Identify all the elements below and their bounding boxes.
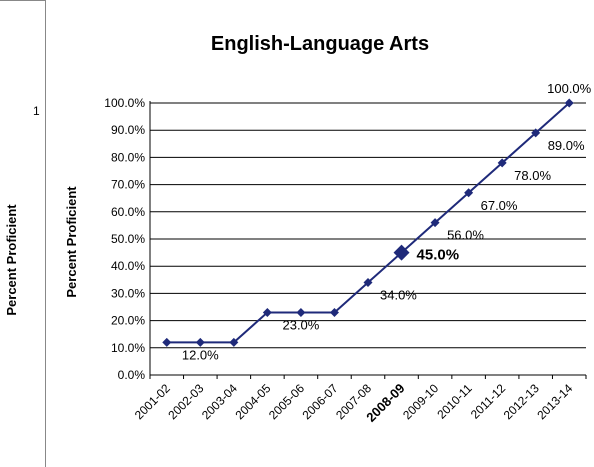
x-tick-label: 2009-10 xyxy=(400,381,441,422)
data-point xyxy=(531,128,541,138)
y-tick-label: 50.0% xyxy=(111,232,145,246)
chart-title: English-Language Arts xyxy=(211,33,429,55)
x-tick-label: 2002-03 xyxy=(165,381,206,422)
gridlines xyxy=(150,102,586,349)
data-point xyxy=(229,337,239,347)
data-label: 12.0% xyxy=(182,347,219,362)
data-point xyxy=(162,337,172,347)
data-point xyxy=(564,98,574,108)
data-label: 45.0% xyxy=(417,247,460,264)
frame-left-border xyxy=(45,0,46,467)
y-tick-label: 100.0% xyxy=(104,96,145,110)
data-labels: 12.0% 23.0% 34.0% 45.0% 56.0% 67.0% 78.0% 89.0%… xyxy=(182,81,592,362)
x-tick-label: 2004-05 xyxy=(232,381,273,422)
outer-tick-label: 1 xyxy=(33,104,40,118)
x-tick-label: 2001-02 xyxy=(132,381,173,422)
y-tick-label: 90.0% xyxy=(111,123,145,137)
x-tick-labels: 2001-022002-032003-042004-052005-062006-… xyxy=(132,381,576,425)
data-label: 23.0% xyxy=(282,317,319,332)
x-tick-label: 2013-14 xyxy=(534,381,575,422)
data-point xyxy=(497,158,507,168)
y-axis-label: Percent Proficient xyxy=(64,186,79,298)
series-ela xyxy=(162,98,574,347)
y-tick-label: 0.0% xyxy=(118,368,146,382)
data-label: 89.0% xyxy=(548,138,585,153)
x-tick-label: 2006-07 xyxy=(300,381,341,422)
data-point xyxy=(329,307,339,317)
data-point xyxy=(296,307,306,317)
y-tick-labels: 0.0% 10.0% 20.0% 30.0% 40.0% 50.0% 60.0% 70.0% 8… xyxy=(104,96,145,382)
data-label: 78.0% xyxy=(514,168,551,183)
x-tick-label: 2012-13 xyxy=(501,381,542,422)
x-tick-label: 2005-06 xyxy=(266,381,307,422)
y-tick-label: 10.0% xyxy=(111,341,145,355)
x-tick-label: 2011-12 xyxy=(468,381,509,422)
y-tick-label: 40.0% xyxy=(111,259,145,273)
series-line xyxy=(166,102,570,344)
data-label: 56.0% xyxy=(447,228,484,243)
y-tick-label: 30.0% xyxy=(111,286,145,300)
axes xyxy=(149,101,587,379)
data-point xyxy=(430,218,440,228)
x-tick-label: 2003-04 xyxy=(199,381,240,422)
data-point xyxy=(262,307,272,317)
data-point xyxy=(363,278,373,288)
data-label: 34.0% xyxy=(380,288,417,303)
data-label: 100.0% xyxy=(547,81,592,96)
data-point xyxy=(464,188,474,198)
y-tick-label: 70.0% xyxy=(111,178,145,192)
data-point xyxy=(393,244,410,261)
data-point xyxy=(195,337,205,347)
frame-top-border xyxy=(0,0,46,1)
y-tick-label: 60.0% xyxy=(111,205,145,219)
y-tick-label: 80.0% xyxy=(111,150,145,164)
x-tick-label: 2010-11 xyxy=(434,381,475,422)
y-tick-label: 20.0% xyxy=(111,314,145,328)
data-label: 67.0% xyxy=(481,198,518,213)
